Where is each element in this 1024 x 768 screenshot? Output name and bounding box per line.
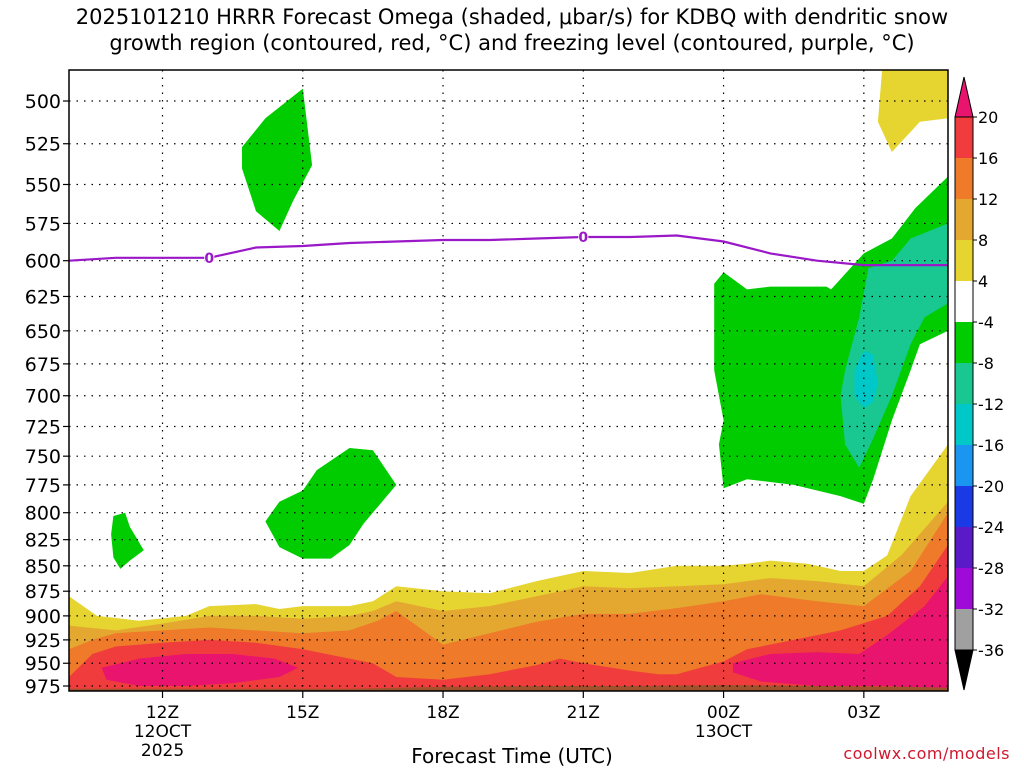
colorbar-label: -32 (978, 600, 1004, 619)
x-tick-label: 12OCT (134, 722, 192, 742)
x-tick-label: 18Z (426, 703, 459, 723)
x-tick-label: 12Z (146, 703, 179, 723)
freezing-level-label: 0 (204, 251, 214, 267)
y-tick-label: 550 (25, 174, 61, 196)
gridlines (69, 70, 948, 691)
colorbar-label: -8 (978, 354, 994, 373)
plot-frame (68, 69, 949, 692)
y-tick-label: 825 (25, 530, 61, 552)
colorbar-swatch (955, 158, 973, 199)
colorbar-label: 4 (978, 272, 988, 291)
omega-region-neg12-12 (854, 350, 878, 409)
freezing-label-bg (578, 229, 589, 246)
y-tick-label: 925 (25, 630, 61, 652)
y-tick-label: 500 (25, 91, 61, 113)
colorbar-label: -20 (978, 477, 1004, 496)
shaded-regions (69, 70, 948, 691)
colorbar-label: 12 (978, 190, 998, 209)
y-tick-label: 625 (25, 286, 61, 308)
colorbar-swatch (955, 486, 973, 527)
colorbar: 20 16 12 8 4 -4 -8 -12 -16 -20 -24 -28 -32 -36 (954, 76, 1004, 691)
title-line-2: growth region (contoured, red, °C) and f… (109, 31, 915, 55)
freezing-level-line (69, 234, 948, 267)
y-tick-label: 600 (25, 251, 61, 273)
freezing-label-bg (204, 249, 215, 266)
colorbar-swatch (955, 527, 973, 568)
colorbar-swatch (955, 609, 973, 650)
x-tick-label: 00Z (707, 703, 740, 723)
colorbar-label: -16 (978, 436, 1004, 455)
y-tick-label: 875 (25, 581, 61, 603)
omega-region-12-3 (69, 512, 948, 691)
colorbar-label: 20 (978, 108, 998, 127)
omega-region-neg8-11 (840, 223, 948, 468)
colorbar-swatch (955, 281, 973, 322)
colorbar-swatch (955, 445, 973, 486)
y-tick-label: 800 (25, 503, 61, 525)
x-axis-title: Forecast Time (UTC) (411, 744, 613, 768)
omega-region-20-6 (732, 576, 948, 689)
omega-region-neg4-10 (714, 176, 948, 504)
y-tick-label: 775 (25, 475, 61, 497)
y-tick-label: 750 (25, 446, 61, 468)
colorbar-swatch (955, 240, 973, 281)
colorbar-label: 16 (978, 149, 998, 168)
y-tick-label: 725 (25, 416, 61, 438)
colorbar-label: -28 (978, 559, 1004, 578)
y-tick-label: 525 (25, 134, 61, 156)
omega-region-neg4-8 (111, 512, 144, 569)
omega-region-20-5 (101, 654, 299, 686)
colorbar-swatch (955, 568, 973, 609)
colorbar-label: -24 (978, 518, 1004, 537)
omega-region-neg4-7 (242, 88, 313, 231)
freezing-level-contour: 00 (69, 229, 948, 267)
y-tick-label: 650 (25, 321, 61, 343)
y-tick-label: 950 (25, 653, 61, 675)
omega-region-neg4-9 (265, 448, 397, 559)
site-credit[interactable]: coolwx.com/models (843, 744, 1010, 763)
omega-region-4-1 (877, 70, 948, 152)
y-tick-label: 700 (25, 386, 61, 408)
x-tick-label: 03Z (847, 703, 880, 723)
freezing-level-label: 0 (578, 230, 588, 246)
colorbar-swatch (955, 117, 973, 158)
colorbar-low-extend (954, 649, 974, 691)
colorbar-label: -4 (978, 313, 994, 332)
colorbar-label: -36 (978, 641, 1004, 660)
x-tick-label: 21Z (567, 703, 600, 723)
colorbar-label: 8 (978, 231, 988, 250)
colorbar-swatch (955, 363, 973, 404)
x-tick-label: 2025 (141, 741, 184, 761)
y-tick-label: 575 (25, 213, 61, 235)
x-tick-label: 13OCT (695, 722, 753, 742)
colorbar-high-extend (954, 76, 974, 118)
y-axis: 500 525 550 575 600 625 650 675 700 725 750 775 800 8… (25, 91, 69, 698)
omega-region-terrain-13 (69, 685, 948, 691)
y-tick-label: 900 (25, 606, 61, 628)
colorbar-label: -12 (978, 395, 1004, 414)
colorbar-swatch (955, 199, 973, 240)
title-line-1: 2025101210 HRRR Forecast Omega (shaded, … (75, 5, 949, 29)
colorbar-swatch (955, 404, 973, 445)
chart-title: 2025101210 HRRR Forecast Omega (shaded, … (0, 4, 1024, 56)
omega-region-16-4 (69, 545, 948, 691)
colorbar-swatch (955, 322, 973, 363)
y-tick-label: 675 (25, 354, 61, 376)
x-tick-label: 15Z (286, 703, 319, 723)
y-tick-label: 975 (25, 676, 61, 698)
y-tick-label: 850 (25, 556, 61, 578)
